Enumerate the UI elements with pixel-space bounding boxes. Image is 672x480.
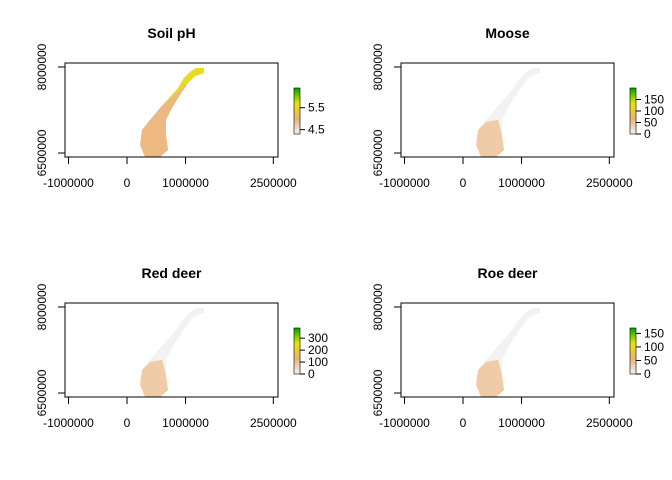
legend-tick-label: 4.5 <box>308 123 325 137</box>
legend-tick-label: 0 <box>644 367 651 381</box>
legend-tick-label: 150 <box>644 326 664 340</box>
y-tick-label: 8000000 <box>35 43 49 90</box>
x-tick-label: 2500000 <box>250 416 297 430</box>
legend-tick-label: 0 <box>308 367 315 381</box>
legend-tick-label: 100 <box>644 104 664 118</box>
y-tick-label: 6500000 <box>35 369 49 416</box>
x-tick-label: 1000000 <box>498 176 545 190</box>
x-tick-label: 1000000 <box>162 176 209 190</box>
x-tick-label: 1000000 <box>498 416 545 430</box>
x-tick-label: 0 <box>124 416 131 430</box>
legend-bar <box>629 327 637 375</box>
x-tick-label: 2500000 <box>250 176 297 190</box>
y-tick-label: 6500000 <box>35 129 49 176</box>
map-patch <box>476 120 504 157</box>
y-tick-label: 6500000 <box>371 129 385 176</box>
panel: Roe deer -1000000 0 1000000 2500000 6500000 80… <box>371 265 664 430</box>
legend-tick-label: 100 <box>308 355 328 369</box>
panel: Moose -1000000 0 1000000 2500000 6500000 80000… <box>371 25 664 190</box>
map-patch <box>140 360 168 397</box>
panel-title: Soil pH <box>147 25 195 41</box>
y-tick-label: 8000000 <box>371 283 385 330</box>
plot-frame <box>400 302 615 398</box>
legend-tick-label: 50 <box>644 116 658 130</box>
map-patch <box>160 68 204 108</box>
plot-frame <box>64 62 279 158</box>
x-tick-label: -1000000 <box>43 416 94 430</box>
panel-title: Roe deer <box>478 265 538 281</box>
plot-frame <box>64 302 279 398</box>
legend-bar <box>293 327 301 375</box>
x-tick-label: 0 <box>124 176 131 190</box>
legend-tick-label: 5.5 <box>308 101 325 115</box>
panel-title: Red deer <box>142 265 202 281</box>
plot-frame <box>400 62 615 158</box>
legend-tick-label: 50 <box>644 353 658 367</box>
x-tick-label: 1000000 <box>162 416 209 430</box>
y-tick-label: 8000000 <box>35 283 49 330</box>
legend-tick-label: 100 <box>644 340 664 354</box>
panel-title: Moose <box>485 25 530 41</box>
x-tick-label: 0 <box>460 416 467 430</box>
x-tick-label: 0 <box>460 176 467 190</box>
legend-tick-label: 0 <box>644 127 651 141</box>
legend-bar <box>629 87 637 135</box>
legend-tick-label: 300 <box>308 331 328 345</box>
legend-tick-label: 200 <box>308 343 328 357</box>
map-patch <box>140 68 204 157</box>
legend-bar <box>293 87 301 135</box>
x-tick-label: 2500000 <box>586 416 633 430</box>
panel: Red deer -1000000 0 1000000 2500000 6500000 80… <box>35 265 328 430</box>
panel: Soil pH -1000000 0 1000000 2500000 6500000 800… <box>35 25 325 190</box>
y-tick-label: 8000000 <box>371 43 385 90</box>
x-tick-label: -1000000 <box>43 176 94 190</box>
x-tick-label: -1000000 <box>379 176 430 190</box>
map-patch <box>476 360 504 397</box>
x-tick-label: 2500000 <box>586 176 633 190</box>
legend-tick-label: 150 <box>644 93 664 107</box>
x-tick-label: -1000000 <box>379 416 430 430</box>
y-tick-label: 6500000 <box>371 369 385 416</box>
